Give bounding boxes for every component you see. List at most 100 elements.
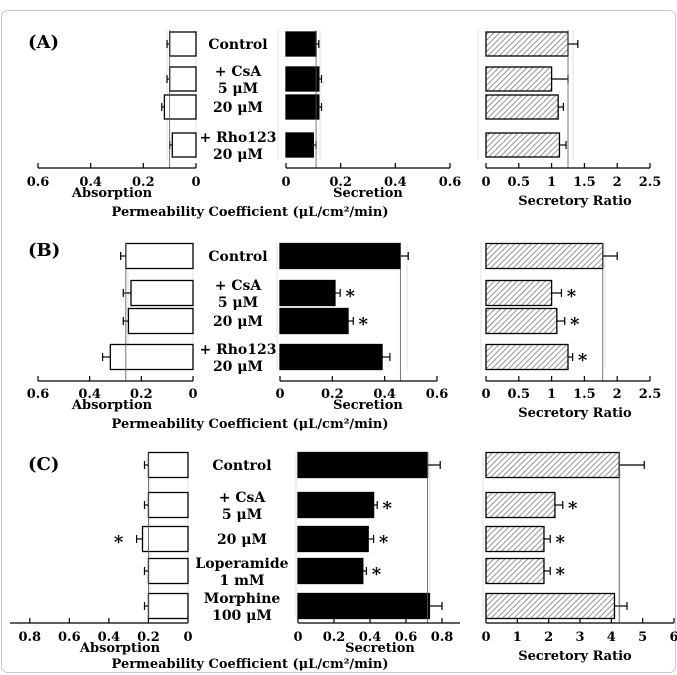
secretion-bar xyxy=(297,451,429,479)
ratio-bar xyxy=(485,279,553,307)
secretion-bar xyxy=(297,557,364,585)
treatment-label: + Rho123 xyxy=(200,130,277,146)
ratio-bar xyxy=(485,94,559,120)
ratio-significance-asterisk: * xyxy=(556,564,566,585)
secretion-tick-label: 0.8 xyxy=(431,630,454,645)
ratio-axis-label: Secretory Ratio xyxy=(518,194,632,209)
treatment-label: + CsA xyxy=(215,64,263,80)
secretion-axis-label: Secretion xyxy=(333,398,403,413)
secretion-bar xyxy=(279,343,383,371)
secretion-significance-asterisk: * xyxy=(382,498,392,519)
ratio-bar xyxy=(485,451,620,479)
absorption-bar xyxy=(147,592,189,620)
absorption-tick-label: 0.6 xyxy=(27,387,50,402)
ratio-tick-label: 5 xyxy=(638,630,647,645)
absorption-axis-label: Absorption xyxy=(71,398,153,413)
ratio-significance-asterisk: * xyxy=(556,532,566,553)
secretion-significance-asterisk: * xyxy=(379,532,389,553)
ratio-significance-asterisk: * xyxy=(570,314,580,335)
absorption-tick-label: 0.2 xyxy=(137,630,160,645)
absorption-tick-label: 0.4 xyxy=(79,175,102,190)
secretion-tick-label: 0.4 xyxy=(384,175,407,190)
ratio-bar xyxy=(485,491,556,519)
ratio-tick-label: 3 xyxy=(575,630,584,645)
ratio-tick-label: 2.5 xyxy=(639,175,662,190)
treatment-label: 20 μM xyxy=(217,532,267,548)
secretion-bar xyxy=(285,94,320,120)
secretion-tick-label: 0.4 xyxy=(359,630,382,645)
treatment-dose-label: 100 μM xyxy=(212,608,272,624)
ratio-axis-label: Secretory Ratio xyxy=(518,406,632,421)
ratio-tick-label: 0 xyxy=(481,175,490,190)
absorption-tick-label: 0.2 xyxy=(130,387,153,402)
ratio-tick-label: 1 xyxy=(547,387,556,402)
ratio-significance-asterisk: * xyxy=(568,498,578,519)
secretion-significance-asterisk: * xyxy=(359,314,369,335)
treatment-label: Control xyxy=(212,458,271,474)
treatment-label: 20 μM xyxy=(213,100,263,116)
ratio-tick-label: 2 xyxy=(613,387,622,402)
absorption-tick-label: 0 xyxy=(191,175,200,190)
secretion-tick-label: 0.6 xyxy=(439,175,462,190)
permeability-axis-title: Permeability Coefficient (μL/cm²/min) xyxy=(112,205,389,220)
treatment-dose-label: 5 μM xyxy=(222,507,262,523)
treatment-dose-label: 5 μM xyxy=(218,295,258,311)
ratio-tick-label: 0 xyxy=(481,387,490,402)
ratio-tick-label: 0.5 xyxy=(507,387,530,402)
absorption-tick-label: 0 xyxy=(188,387,197,402)
ratio-axis-label: Secretory Ratio xyxy=(518,649,632,664)
ratio-tick-label: 0.5 xyxy=(507,175,530,190)
ratio-significance-asterisk: * xyxy=(578,350,588,371)
ratio-significance-asterisk: * xyxy=(567,286,577,307)
ratio-bar xyxy=(485,343,569,371)
absorption-tick-label: 0.4 xyxy=(78,387,101,402)
secretion-tick-label: 0 xyxy=(275,387,284,402)
ratio-tick-label: 2 xyxy=(544,630,553,645)
treatment-label: 20 μM xyxy=(213,314,263,330)
absorption-bar xyxy=(141,525,189,553)
treatment-dose-label: 1 mM xyxy=(220,573,265,589)
secretion-bar xyxy=(285,132,314,158)
treatment-label: Control xyxy=(208,37,267,53)
absorption-tick-label: 0.2 xyxy=(132,175,155,190)
secretion-tick-label: 0.4 xyxy=(373,387,396,402)
secretion-tick-label: 0.2 xyxy=(321,387,344,402)
ratio-tick-label: 1 xyxy=(547,175,556,190)
treatment-dose-label: 5 μM xyxy=(218,81,258,97)
secretion-tick-label: 0 xyxy=(281,175,290,190)
panel-label: (C) xyxy=(28,454,59,475)
absorption-bar xyxy=(169,66,197,92)
permeability-axis-title: Permeability Coefficient (μL/cm²/min) xyxy=(112,657,389,672)
ratio-tick-label: 1 xyxy=(513,630,522,645)
ratio-tick-label: 2.5 xyxy=(639,387,662,402)
absorption-axis-label: Absorption xyxy=(79,641,161,656)
ratio-tick-label: 0 xyxy=(481,630,490,645)
absorption-bar xyxy=(130,279,194,307)
absorption-bar xyxy=(147,451,189,479)
absorption-tick-label: 0.6 xyxy=(27,175,50,190)
ratio-tick-label: 2 xyxy=(613,175,622,190)
absorption-bar xyxy=(163,94,197,120)
ratio-tick-label: 6 xyxy=(669,630,677,645)
secretion-tick-label: 0.6 xyxy=(395,630,418,645)
ratio-tick-label: 1.5 xyxy=(573,387,596,402)
absorption-bar xyxy=(171,132,197,158)
secretion-tick-label: 0 xyxy=(293,630,302,645)
ratio-tick-label: 1.5 xyxy=(573,175,596,190)
treatment-label: + CsA xyxy=(215,278,263,294)
absorption-tick-label: 0.8 xyxy=(18,630,41,645)
treatment-label: Loperamide xyxy=(195,556,288,572)
secretion-bar xyxy=(279,307,349,335)
ratio-tick-label: 4 xyxy=(607,630,616,645)
ratio-bar xyxy=(485,132,561,158)
absorption-bar xyxy=(127,307,194,335)
secretion-bar xyxy=(285,66,320,92)
ratio-bar xyxy=(485,307,558,335)
permeability-axis-title: Permeability Coefficient (μL/cm²/min) xyxy=(112,417,389,432)
ratio-bar xyxy=(485,66,553,92)
secretion-axis-label: Secretion xyxy=(333,186,403,201)
secretion-bar xyxy=(297,525,369,553)
absorption-bar xyxy=(169,31,197,57)
